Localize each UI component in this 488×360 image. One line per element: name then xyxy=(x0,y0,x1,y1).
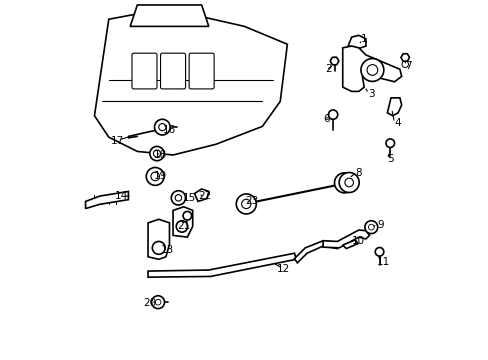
Text: 11: 11 xyxy=(376,257,389,267)
Text: 23: 23 xyxy=(244,197,258,206)
Text: 3: 3 xyxy=(367,89,374,99)
Circle shape xyxy=(151,296,164,309)
Circle shape xyxy=(360,59,383,81)
Text: 14: 14 xyxy=(114,191,128,201)
Circle shape xyxy=(385,139,394,148)
Polygon shape xyxy=(342,46,401,91)
Polygon shape xyxy=(386,98,401,116)
Polygon shape xyxy=(294,241,337,263)
Circle shape xyxy=(183,211,191,220)
Text: 8: 8 xyxy=(355,168,362,178)
Text: 15: 15 xyxy=(182,193,195,203)
Polygon shape xyxy=(329,57,338,65)
Polygon shape xyxy=(173,207,192,237)
Circle shape xyxy=(236,194,256,214)
Text: 10: 10 xyxy=(351,236,365,246)
Circle shape xyxy=(151,172,159,181)
Circle shape xyxy=(154,119,170,135)
Polygon shape xyxy=(194,189,208,202)
Polygon shape xyxy=(85,192,128,208)
Circle shape xyxy=(153,150,160,157)
Circle shape xyxy=(366,64,377,75)
Text: 2: 2 xyxy=(325,64,331,74)
Circle shape xyxy=(364,221,377,234)
Circle shape xyxy=(367,224,373,230)
Polygon shape xyxy=(323,230,369,248)
Polygon shape xyxy=(347,35,365,49)
Circle shape xyxy=(239,197,246,204)
Circle shape xyxy=(171,191,185,205)
Circle shape xyxy=(176,221,187,232)
Polygon shape xyxy=(148,219,169,259)
Text: 21: 21 xyxy=(177,221,190,231)
Circle shape xyxy=(374,248,383,256)
Circle shape xyxy=(330,58,337,64)
Circle shape xyxy=(241,199,250,208)
Text: 1: 1 xyxy=(360,34,366,44)
Text: 9: 9 xyxy=(376,220,383,230)
Text: 12: 12 xyxy=(277,264,290,274)
Polygon shape xyxy=(130,5,208,26)
FancyBboxPatch shape xyxy=(132,53,157,89)
Circle shape xyxy=(339,172,358,193)
Polygon shape xyxy=(148,253,296,277)
Text: 5: 5 xyxy=(387,154,393,163)
Text: 18: 18 xyxy=(154,150,167,160)
Text: 16: 16 xyxy=(163,125,176,135)
Circle shape xyxy=(149,147,164,161)
Polygon shape xyxy=(400,54,408,61)
Circle shape xyxy=(159,123,165,131)
Circle shape xyxy=(155,299,161,305)
Circle shape xyxy=(328,110,337,119)
Circle shape xyxy=(344,178,353,187)
Text: 13: 13 xyxy=(161,245,174,255)
Circle shape xyxy=(146,167,164,185)
Text: 22: 22 xyxy=(198,191,211,201)
FancyBboxPatch shape xyxy=(160,53,185,89)
Text: 6: 6 xyxy=(323,114,329,124)
Text: 17: 17 xyxy=(111,136,124,146)
Text: 19: 19 xyxy=(154,171,167,181)
Circle shape xyxy=(339,178,348,188)
Polygon shape xyxy=(94,9,287,155)
Text: 7: 7 xyxy=(405,61,411,71)
Text: 20: 20 xyxy=(143,298,156,308)
Polygon shape xyxy=(342,240,357,249)
Circle shape xyxy=(152,242,165,254)
Circle shape xyxy=(401,61,407,67)
FancyBboxPatch shape xyxy=(189,53,214,89)
Circle shape xyxy=(334,173,354,193)
Text: 4: 4 xyxy=(394,118,401,128)
Circle shape xyxy=(175,195,181,201)
